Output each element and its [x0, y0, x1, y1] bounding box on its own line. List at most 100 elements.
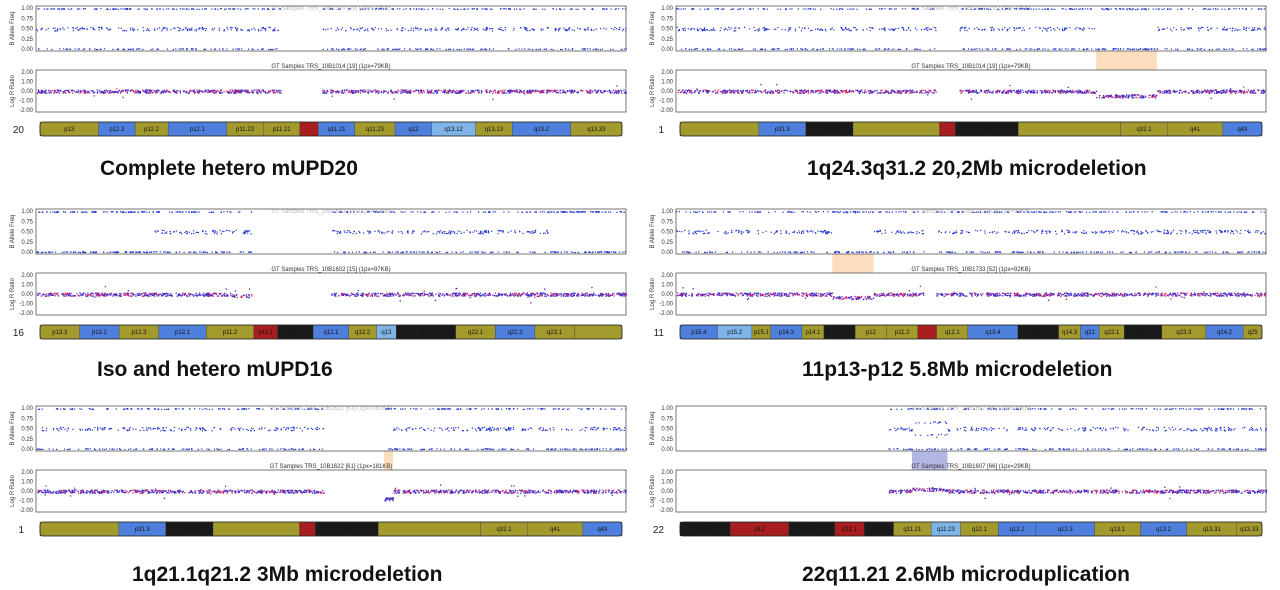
lrr-tick-label: 0.00 [21, 292, 33, 298]
band-label: p11.2 [895, 330, 910, 336]
band-label: p11.2 [223, 330, 238, 336]
lrr-title: GT Samples TRS_10B1622 [61] (1px=181KB) [270, 464, 393, 470]
lrr-tick-label: 0.00 [661, 292, 673, 298]
baf-tick-label: 0.00 [661, 447, 673, 453]
chromosome-number: 16 [13, 328, 25, 339]
band-label: p31.1 [182, 527, 198, 533]
band-label: q41 [1190, 127, 1201, 133]
lrr-tick-label: -2.00 [19, 311, 33, 317]
lrr-plot: GT Samples TRS_10B1014 [19] (1px=79KB) 2.… [10, 64, 627, 114]
band-label: q12 [342, 527, 353, 533]
band-label: q11.23 [366, 127, 385, 133]
baf-plot: GT Samples TRS_10B1622 [61] (1px=181KB) 1… [10, 405, 627, 453]
chromosome-outline [39, 521, 623, 537]
panel-mupd16: GT Samples TRS_10B1602 [15] (1px=97KB) 1.… [0, 203, 640, 393]
chromosome-band [299, 121, 319, 137]
band-label: q22.3 [508, 330, 524, 336]
baf-tick-label: 0.00 [21, 447, 33, 453]
chromosome-band [852, 121, 940, 137]
band-label: q13.13 [485, 127, 504, 133]
chromosome-band [1018, 121, 1121, 137]
chromosome-ideogram: 11 p15.4 p15.2 p15.1 p14.3 p14.1 p13 p12 p11.2 q1… [654, 324, 1263, 340]
band-label: p12.2 [144, 127, 160, 133]
panel-caption: Iso and hetero mUPD16 [97, 358, 333, 381]
band-label: q11.21 [328, 127, 347, 133]
band-label: q24.2 [1217, 330, 1233, 336]
baf-points [36, 408, 628, 451]
baf-tick-label: 0.25 [21, 37, 33, 43]
lrr-tick-label: 2.00 [661, 70, 673, 76]
band-label: p11.1 [258, 330, 273, 336]
band-label: q12.2 [355, 330, 371, 336]
lrr-tick-label: -2.00 [19, 508, 33, 514]
band-label: p11.2 [805, 527, 820, 533]
baf-axis-label: B Allele Freq [650, 214, 656, 248]
band-label: p31.1 [822, 127, 838, 133]
baf-axis-label: B Allele Freq [10, 411, 16, 445]
lrr-title: GT Samples TRS_10B1014 [19] (1px=79KB) [271, 64, 390, 70]
baf-title: GT Samples TRS_10B1733 [52] (1px=92KB) [911, 209, 1030, 215]
baf-tick-label: 1.00 [661, 406, 673, 412]
baf-points [888, 408, 1267, 451]
baf-tick-label: 0.75 [21, 416, 33, 422]
baf-title: GT Samples TRS_10B1602 [15] (1px=97KB) [271, 209, 390, 215]
band-label: p13 [64, 127, 75, 133]
baf-tick-label: 0.50 [661, 427, 673, 433]
lrr-tick-label: 0.00 [661, 489, 673, 495]
baf-tick-label: 0.00 [21, 250, 33, 256]
band-label: q22.1 [468, 330, 484, 336]
band-label: p12.3 [109, 127, 125, 133]
chromosome-number: 1 [658, 125, 664, 136]
lrr-axis-label: Log R Ratio [10, 474, 16, 506]
band-label: q13.33 [587, 127, 606, 133]
lrr-tick-label: 1.00 [21, 283, 33, 289]
chromosome-band [212, 521, 300, 537]
chromosome-outline [679, 324, 1263, 340]
chromosome-band [39, 521, 119, 537]
band-label: q13.33 [1240, 527, 1259, 533]
lrr-tick-label: 0.00 [21, 89, 33, 95]
baf-points [36, 8, 627, 51]
band-label: q13.31 [1203, 527, 1222, 533]
band-label: q12.2 [1010, 527, 1026, 533]
panel-1q24-deletion: GT Samples TRS_10B1014 [19] (1px=79KB) 1.… [640, 0, 1280, 190]
baf-tick-label: 0.50 [21, 427, 33, 433]
baf-tick-label: 0.25 [21, 240, 33, 246]
baf-tick-label: 0.75 [661, 219, 673, 225]
lrr-tick-label: -1.00 [659, 499, 673, 505]
lrr-title: GT Samples TRS_10B1602 [15] (1px=97KB) [271, 267, 390, 273]
band-label: q43 [597, 527, 608, 533]
band-label: p15.1 [754, 330, 770, 336]
lrr-tick-label: 2.00 [21, 273, 33, 279]
karyotype-plot-mupd16: GT Samples TRS_10B1602 [15] (1px=97KB) 1.… [10, 208, 627, 340]
lrr-tick-label: 1.00 [661, 80, 673, 86]
baf-title: GT Samples TRS_10B1607 [66] (1px=29KB) [911, 406, 1030, 412]
karyotype-plot-mupd20: GT Samples TRS_10B1014 [19] (1px=79KB) 1.… [10, 5, 627, 137]
chromosome-ideogram: 22 p13 p12 p11.2 p11.1 q11.1 q11.21 q11.23 q12.1… [653, 521, 1263, 537]
cnv-highlight-region [384, 406, 393, 512]
lrr-tick-label: -1.00 [659, 302, 673, 308]
band-label: q22.3 [1136, 330, 1152, 336]
lrr-frame [675, 469, 1267, 513]
chromosome-outline [679, 121, 1263, 137]
lrr-axis-label: Log R Ratio [650, 74, 656, 106]
baf-frame [35, 405, 627, 452]
baf-tick-label: 0.50 [661, 230, 673, 236]
lrr-title: GT Samples TRS_10B1733 [52] (1px=92KB) [911, 267, 1030, 273]
lrr-plot: GT Samples TRS_10B1622 [61] (1px=181KB) 2… [10, 464, 627, 514]
band-label: q13.4 [985, 330, 1001, 336]
band-label: p31.3 [135, 527, 151, 533]
chromosome-ideogram: 20 p13 p12.3 p12.2 p12.1 p11.23 p11.21 q11.21 q1… [13, 121, 623, 137]
baf-frame [675, 208, 1267, 255]
baf-title: GT Samples TRS_10B1622 [61] (1px=181KB) [270, 406, 393, 412]
band-label: p11.23 [236, 127, 255, 133]
lrr-tick-label: -2.00 [659, 108, 673, 114]
band-label: q12 [982, 127, 993, 133]
band-label: p12 [755, 527, 766, 533]
lrr-tick-label: 2.00 [21, 470, 33, 476]
chromosome-ideogram: 1 p31.3 p31.1 q12 q32.1 q41 q43 [658, 121, 1263, 137]
baf-axis-label: B Allele Freq [10, 214, 16, 248]
lrr-tick-label: 2.00 [661, 470, 673, 476]
chromosome-number: 20 [13, 125, 25, 136]
lrr-tick-label: -1.00 [19, 302, 33, 308]
